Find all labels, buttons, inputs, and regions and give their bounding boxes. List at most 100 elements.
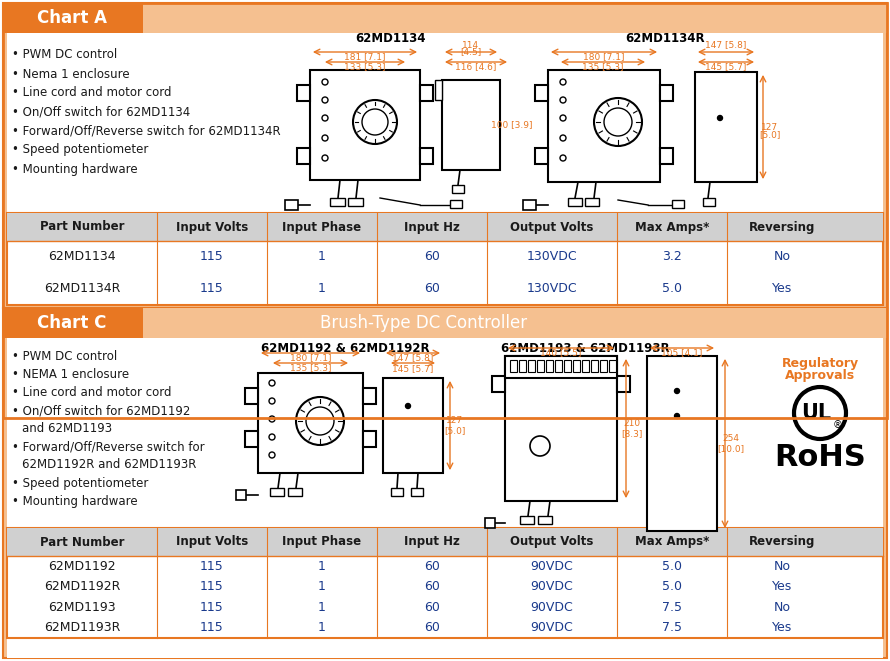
- Bar: [245, 431, 258, 447]
- Bar: [420, 148, 433, 164]
- Bar: [3, 308, 887, 658]
- Text: Part Number: Part Number: [40, 535, 125, 549]
- Text: • NEMA 1 enclosure: • NEMA 1 enclosure: [12, 368, 129, 381]
- Text: Output Volts: Output Volts: [510, 535, 594, 549]
- Text: Reversing: Reversing: [748, 221, 815, 233]
- Text: 60: 60: [424, 601, 440, 614]
- Text: 180 [7.1]: 180 [7.1]: [290, 354, 331, 362]
- Bar: [450, 200, 462, 208]
- Bar: [600, 360, 607, 372]
- Text: 62MD1193 & 62MD1193R: 62MD1193 & 62MD1193R: [501, 342, 669, 354]
- Bar: [647, 356, 717, 531]
- Text: 135 [5.3]: 135 [5.3]: [290, 364, 331, 373]
- Bar: [528, 360, 535, 372]
- Text: 1: 1: [318, 560, 326, 572]
- Text: • Line cord and motor cord: • Line cord and motor cord: [12, 87, 172, 100]
- Bar: [3, 3, 887, 418]
- Bar: [258, 373, 363, 473]
- Text: Chart C: Chart C: [37, 314, 107, 332]
- Bar: [537, 360, 544, 372]
- Bar: [3, 3, 887, 33]
- Text: • Forward/Off/Reverse switch for: • Forward/Off/Reverse switch for: [12, 440, 205, 453]
- Text: Input Phase: Input Phase: [282, 535, 361, 549]
- Text: 181 [7.1]: 181 [7.1]: [344, 52, 385, 61]
- Text: [8.3]: [8.3]: [621, 429, 643, 438]
- Bar: [660, 85, 673, 101]
- Bar: [564, 360, 571, 372]
- Bar: [573, 360, 580, 372]
- Text: 145 [5.7]: 145 [5.7]: [392, 364, 433, 373]
- Text: 135 [5.3]: 135 [5.3]: [582, 63, 624, 71]
- Bar: [270, 488, 284, 496]
- Text: Input Volts: Input Volts: [176, 535, 248, 549]
- Text: 1: 1: [318, 601, 326, 614]
- Bar: [485, 518, 495, 528]
- Bar: [383, 378, 443, 473]
- Text: 1: 1: [318, 251, 326, 264]
- Bar: [609, 360, 616, 372]
- Bar: [703, 198, 715, 206]
- Bar: [510, 360, 517, 372]
- Text: 60: 60: [424, 621, 440, 635]
- Bar: [285, 200, 298, 210]
- Text: 60: 60: [424, 560, 440, 572]
- Bar: [535, 148, 548, 164]
- Text: ®: ®: [833, 420, 843, 430]
- Text: 62MD1134R: 62MD1134R: [44, 282, 120, 295]
- Text: 1: 1: [318, 621, 326, 635]
- Text: RoHS: RoHS: [774, 444, 866, 473]
- Text: 5.0: 5.0: [662, 580, 682, 594]
- Text: 62MD1192: 62MD1192: [48, 560, 116, 572]
- Text: 62MD1134: 62MD1134: [48, 251, 116, 264]
- Text: 115: 115: [200, 251, 224, 264]
- Text: and 62MD1193: and 62MD1193: [22, 422, 112, 436]
- Bar: [3, 3, 887, 308]
- Text: No: No: [773, 601, 790, 614]
- Text: 105 [4.1]: 105 [4.1]: [661, 348, 703, 358]
- Bar: [420, 85, 433, 101]
- Text: • Nema 1 enclosure: • Nema 1 enclosure: [12, 67, 130, 81]
- Text: 180 [7.1]: 180 [7.1]: [583, 52, 625, 61]
- Text: Yes: Yes: [772, 621, 792, 635]
- Text: 147 [5.8]: 147 [5.8]: [392, 354, 433, 362]
- Text: Input Hz: Input Hz: [404, 221, 460, 233]
- Bar: [546, 360, 553, 372]
- Circle shape: [675, 414, 679, 418]
- Text: Chart A: Chart A: [37, 9, 107, 27]
- Text: 140 [5.5]: 140 [5.5]: [540, 348, 582, 358]
- Bar: [535, 85, 548, 101]
- Bar: [585, 198, 599, 206]
- Text: 62MD1134: 62MD1134: [355, 32, 425, 44]
- Text: Part Number: Part Number: [40, 221, 125, 233]
- Text: 90VDC: 90VDC: [530, 580, 573, 594]
- Text: Yes: Yes: [772, 580, 792, 594]
- Text: 127: 127: [762, 122, 779, 132]
- Text: 90VDC: 90VDC: [530, 601, 573, 614]
- Bar: [3, 3, 143, 33]
- Text: 254: 254: [723, 434, 740, 443]
- Text: 133 [5.3]: 133 [5.3]: [344, 63, 385, 71]
- Bar: [695, 72, 757, 182]
- Text: 90VDC: 90VDC: [530, 560, 573, 572]
- Bar: [7, 528, 883, 638]
- Text: 130VDC: 130VDC: [527, 251, 578, 264]
- Bar: [568, 198, 582, 206]
- Bar: [582, 360, 589, 372]
- Bar: [7, 528, 883, 556]
- Circle shape: [717, 116, 723, 120]
- Text: 115: 115: [200, 621, 224, 635]
- Text: 62MD1192R and 62MD1193R: 62MD1192R and 62MD1193R: [22, 459, 197, 471]
- Text: 60: 60: [424, 251, 440, 264]
- Bar: [236, 490, 246, 500]
- Bar: [672, 200, 684, 208]
- Bar: [363, 388, 376, 404]
- Text: • PWM DC control: • PWM DC control: [12, 48, 117, 61]
- Bar: [7, 213, 883, 241]
- Text: 147 [5.8]: 147 [5.8]: [705, 40, 747, 50]
- Text: No: No: [773, 560, 790, 572]
- Text: 114: 114: [463, 40, 480, 50]
- Text: 5.0: 5.0: [662, 560, 682, 572]
- Text: 115: 115: [200, 580, 224, 594]
- Bar: [7, 312, 883, 658]
- Text: 62MD1192R: 62MD1192R: [44, 580, 120, 594]
